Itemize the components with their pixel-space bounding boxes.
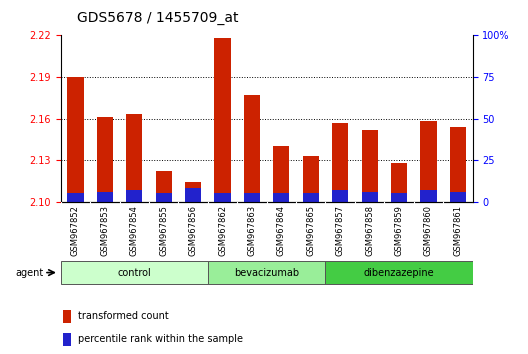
Bar [274,194,289,202]
Text: GSM967863: GSM967863 [248,205,257,256]
Bar [185,182,201,202]
Text: GDS5678 / 1455709_at: GDS5678 / 1455709_at [77,11,238,25]
Bar [244,194,260,202]
Text: GSM967865: GSM967865 [306,205,315,256]
Text: GSM967858: GSM967858 [365,205,374,256]
Bar [68,77,83,202]
Bar [97,192,113,202]
Text: bevacizumab: bevacizumab [234,268,299,278]
Text: GSM967852: GSM967852 [71,205,80,256]
Bar [391,163,407,202]
Bar [63,333,71,346]
Text: GSM967857: GSM967857 [336,205,345,256]
Bar [303,156,319,202]
Text: GSM967859: GSM967859 [394,205,403,256]
Text: GSM967856: GSM967856 [188,205,197,256]
Text: GSM967861: GSM967861 [454,205,463,256]
Bar [244,95,260,202]
Bar [391,194,407,202]
Text: percentile rank within the sample: percentile rank within the sample [78,335,243,344]
Bar [450,127,466,202]
FancyBboxPatch shape [208,261,325,284]
Bar [68,194,83,202]
Bar [362,130,378,202]
Bar [97,117,113,202]
Bar [214,38,231,202]
Bar [303,194,319,202]
Text: transformed count: transformed count [78,312,169,321]
Bar [185,188,201,202]
Bar [450,192,466,202]
Text: GSM967855: GSM967855 [159,205,168,256]
Bar [420,190,437,202]
Bar [63,310,71,323]
FancyBboxPatch shape [61,261,208,284]
Text: agent: agent [16,268,44,278]
Bar [332,123,348,202]
Bar [362,192,378,202]
Text: GSM967853: GSM967853 [100,205,109,256]
Bar [274,146,289,202]
Text: dibenzazepine: dibenzazepine [364,268,435,278]
Bar [214,194,231,202]
Bar [126,114,143,202]
Bar [332,190,348,202]
Bar [156,194,172,202]
Text: GSM967860: GSM967860 [424,205,433,256]
Bar [126,190,143,202]
Bar [156,171,172,202]
Text: GSM967862: GSM967862 [218,205,227,256]
Text: control: control [117,268,151,278]
FancyBboxPatch shape [325,261,473,284]
Text: GSM967864: GSM967864 [277,205,286,256]
Bar [420,121,437,202]
Text: GSM967854: GSM967854 [130,205,139,256]
